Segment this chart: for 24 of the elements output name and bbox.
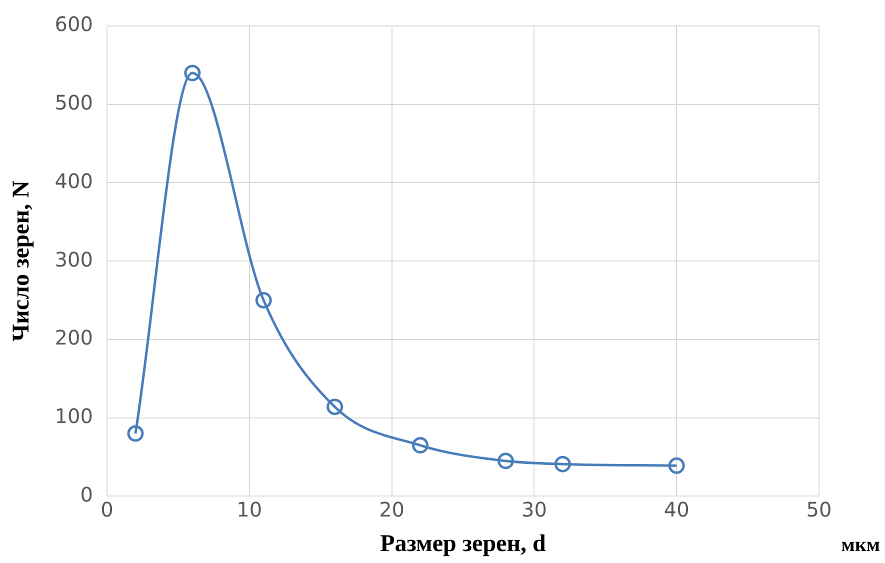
y-tick-label: 0 xyxy=(80,482,93,506)
y-tick-label: 200 xyxy=(54,326,93,350)
x-tick-label: 10 xyxy=(236,497,262,522)
y-tick-label: 400 xyxy=(54,168,93,193)
y-tick-label: 100 xyxy=(54,404,93,428)
point xyxy=(554,456,571,472)
point xyxy=(412,437,429,454)
text: мкм xyxy=(841,534,880,556)
point xyxy=(668,457,685,474)
point xyxy=(184,64,201,82)
point xyxy=(127,425,144,442)
y-tick-label: 300 xyxy=(54,247,93,272)
point xyxy=(326,398,344,416)
x-tick-label: 30 xyxy=(521,497,547,522)
point xyxy=(497,452,514,470)
x-tick-label: 50 xyxy=(806,497,832,522)
x-axis-title: Размер зерен, d xyxy=(380,530,547,557)
y-axis-title: Число зерен, N xyxy=(8,180,35,342)
point xyxy=(255,292,272,309)
x-tick-label: 0 xyxy=(100,497,114,522)
y-tick-label: 600 xyxy=(54,12,93,36)
x-tick-label: 40 xyxy=(664,497,690,522)
x-tick-label: 20 xyxy=(379,497,405,522)
y-tick-label: 500 xyxy=(54,90,93,115)
